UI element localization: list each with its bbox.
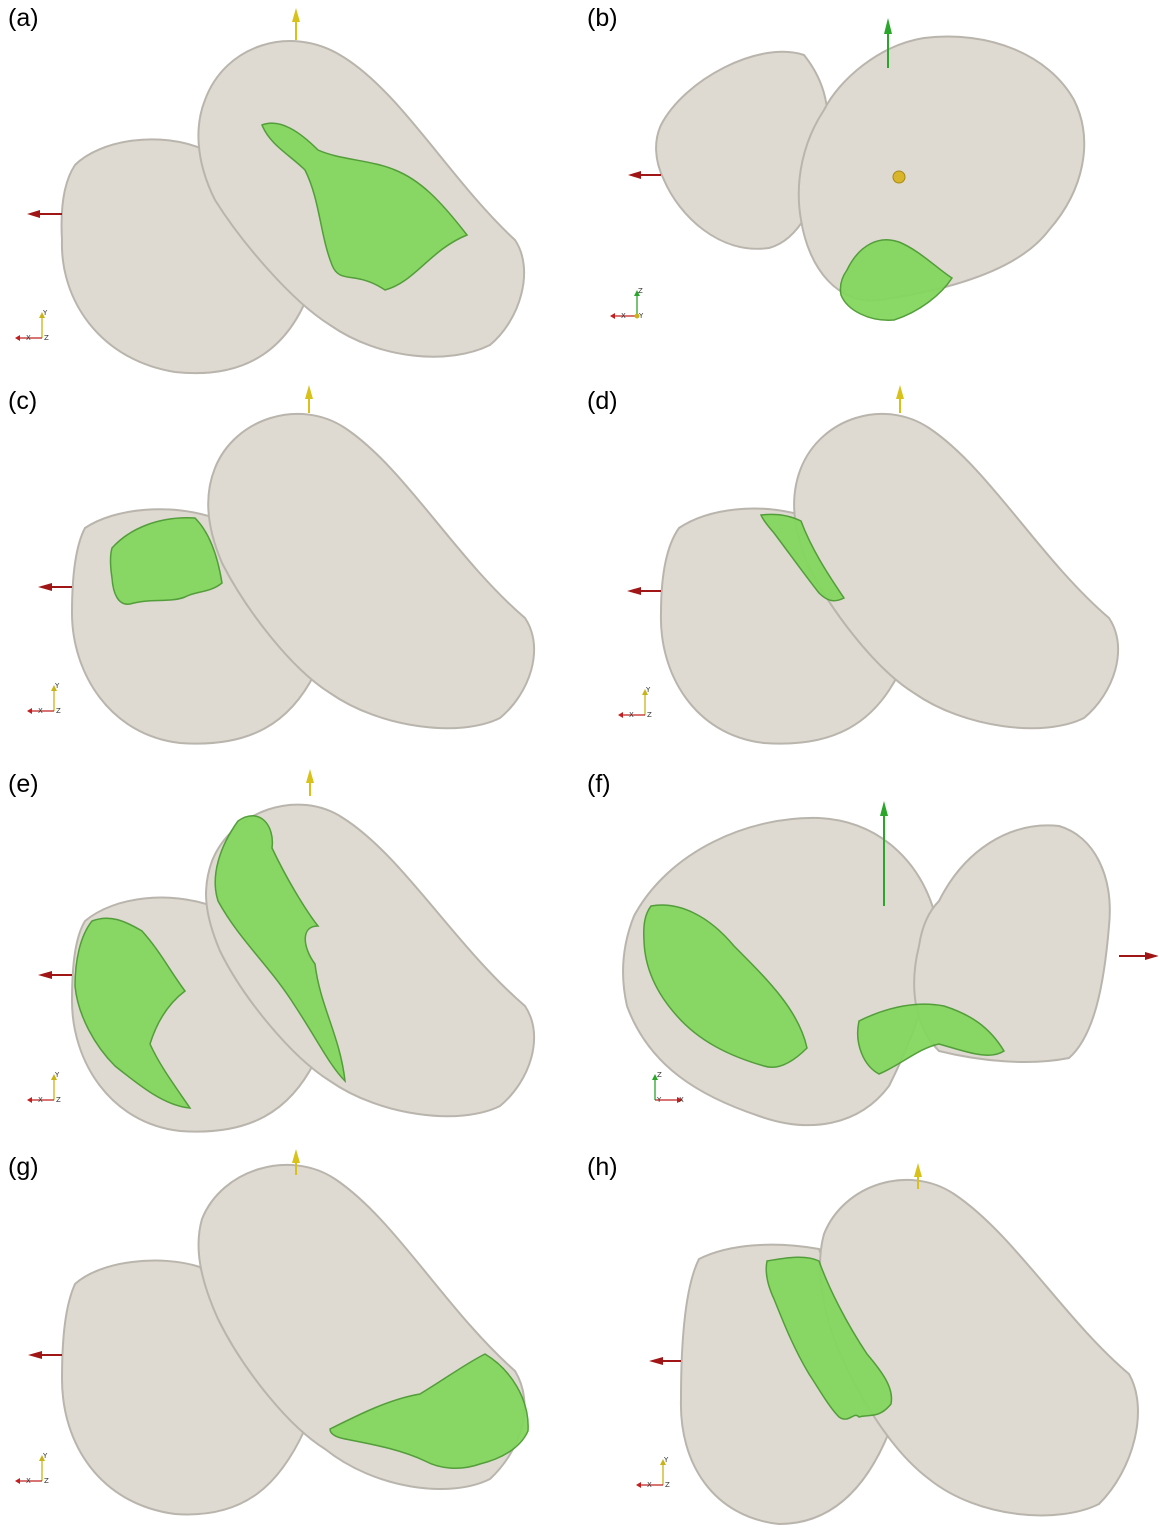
- axis-arrow-horizontal: [649, 1357, 681, 1365]
- panel-label: (b): [587, 4, 618, 32]
- triad-depth-label: Z: [665, 1481, 670, 1489]
- triad-depth-label: Z: [56, 1096, 61, 1104]
- triad-vertical-label: Y: [55, 682, 60, 690]
- comet-large-lobe: [797, 35, 1086, 302]
- comet-render-h: [649, 1163, 1139, 1526]
- comet-region-highlight: [109, 517, 223, 605]
- comet-small-lobe: [60, 1259, 307, 1516]
- triad-depth-label: Y: [639, 312, 644, 320]
- panel-label: (d): [587, 387, 618, 415]
- comet-render-c: [38, 385, 536, 745]
- triad-depth-label: Z: [44, 1477, 49, 1485]
- axis-arrow-horizontal: [628, 171, 661, 179]
- triad-horizontal-label: X: [629, 711, 634, 719]
- comet-region-highlight: [839, 239, 954, 321]
- comet-region-highlight-body: [643, 904, 808, 1068]
- axis-arrow-vertical: [306, 769, 314, 796]
- panel-label: (h): [587, 1153, 618, 1181]
- axis-arrow-vertical: [305, 385, 313, 413]
- panel-label: (e): [8, 770, 39, 798]
- comet-render-d: [627, 385, 1120, 745]
- triad-vertical-label: Y: [43, 309, 48, 317]
- triad-vertical-label: Z: [657, 1071, 662, 1079]
- triad-horizontal-label: X: [621, 312, 626, 320]
- comet-region-highlight-neck: [857, 1003, 1006, 1075]
- comet-region-highlight: [765, 1256, 893, 1420]
- comet-region-highlight: [329, 1353, 529, 1469]
- panel-e: (e) X Y Z: [0, 766, 579, 1149]
- panel-b: (b) X Z Y: [579, 0, 1158, 383]
- comet-render-b: [628, 18, 1086, 321]
- panel-label: (f): [587, 770, 611, 798]
- comet-render-a: [27, 8, 526, 375]
- axis-arrow-horizontal: [627, 587, 661, 595]
- triad-horizontal-label: X: [38, 707, 43, 715]
- comet-large-lobe: [207, 413, 536, 730]
- triad-horizontal-label: X: [38, 1096, 43, 1104]
- panel-c: (c) X Y Z: [0, 383, 579, 766]
- triad-depth-label: Z: [647, 711, 652, 719]
- panel-a: (a) X Y Z: [0, 0, 579, 383]
- panel-label: (a): [8, 4, 39, 32]
- comet-region-highlight-neck: [214, 815, 346, 1084]
- axis-arrow-horizontal: [28, 1351, 62, 1359]
- triad-horizontal-label: X: [26, 1477, 31, 1485]
- comet-small-lobe: [913, 824, 1111, 1063]
- triad-vertical-label: Z: [638, 287, 643, 295]
- comet-region-highlight: [759, 513, 846, 602]
- axis-arrow-horizontal: [1119, 952, 1158, 960]
- triad-depth-label: Y: [657, 1096, 662, 1104]
- axis-arrow-horizontal: [38, 971, 72, 979]
- axis-arrow-vertical: [292, 1149, 300, 1175]
- comet-small-lobe: [60, 138, 312, 375]
- axis-arrow-vertical: [292, 8, 300, 40]
- triad-vertical-label: Y: [43, 1452, 48, 1460]
- comet-render-g: [28, 1149, 529, 1516]
- axis-arrow-vertical: [914, 1163, 922, 1189]
- panel-d: (d) X Y Z: [579, 383, 1158, 766]
- triad-horizontal-label: X: [679, 1096, 684, 1104]
- panel-f: (f) X Z Y: [579, 766, 1158, 1149]
- comet-region-highlight: [261, 122, 469, 291]
- comet-region-highlight-lobe: [74, 917, 192, 1109]
- triad-horizontal-label: X: [26, 334, 31, 342]
- panel-label: (g): [8, 1153, 39, 1181]
- axis-arrow-horizontal: [27, 210, 62, 218]
- panel-g: (g) X Y Z: [0, 1149, 579, 1532]
- axis-arrow-vertical: [896, 385, 904, 413]
- axis-arrow-horizontal: [38, 583, 72, 591]
- axis-arrow-vertical: [884, 18, 892, 68]
- triad-vertical-label: Y: [664, 1456, 669, 1464]
- panel-label: (c): [8, 387, 38, 415]
- triad-horizontal-label: X: [647, 1481, 652, 1489]
- triad-depth-label: Z: [56, 707, 61, 715]
- triad-depth-label: Z: [44, 334, 49, 342]
- comet-render-f: [622, 801, 1158, 1127]
- comet-render-e: [38, 769, 536, 1133]
- sun-marker: [892, 170, 906, 184]
- triad-vertical-label: Y: [646, 686, 651, 694]
- triad-vertical-label: Y: [55, 1071, 60, 1079]
- axis-arrow-vertical: [880, 801, 888, 906]
- panel-h: (h) X Y Z: [579, 1149, 1158, 1532]
